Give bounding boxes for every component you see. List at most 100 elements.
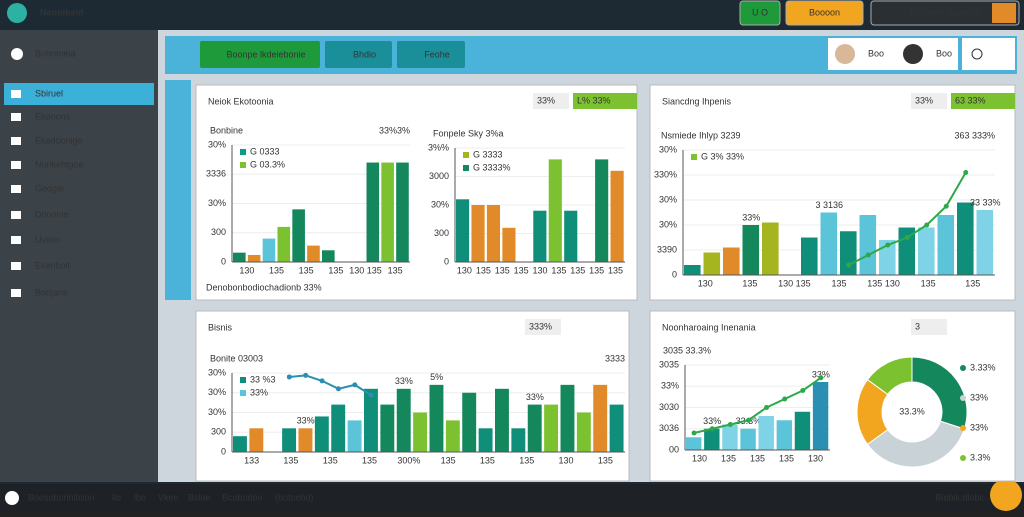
bar [610, 170, 624, 262]
x-tick-label: 300% [397, 455, 420, 465]
panel-title: Bisnis [208, 322, 233, 332]
x-tick-label: 135 [750, 453, 765, 463]
footer-link[interactable]: Bsioe [188, 492, 211, 502]
footer-link[interactable]: lio [112, 492, 121, 502]
bar [502, 227, 516, 262]
legend-label: G 03.3% [250, 159, 285, 169]
y-tick-label: 0 [672, 269, 677, 279]
user-label: Boo [868, 48, 884, 58]
bar [722, 424, 738, 450]
header-icon [992, 3, 1016, 23]
user-label: Boo [936, 48, 952, 58]
sidebar [0, 30, 158, 482]
toolbar-button[interactable] [397, 41, 465, 68]
value-label: 5% [430, 372, 443, 382]
donut-label: 3.3% [970, 452, 991, 462]
header-button-label: Boooon [809, 7, 840, 17]
menu-item[interactable]: Ekonons [35, 111, 71, 121]
y-tick-label: 30% [659, 219, 677, 229]
bar [282, 428, 297, 452]
legend-dot [960, 365, 966, 371]
menu-icon [11, 211, 21, 219]
toolbar-button[interactable] [200, 41, 320, 68]
menu-item[interactable]: Godgie [35, 183, 64, 193]
x-tick-label: 135 [476, 265, 491, 275]
bar [723, 247, 740, 275]
y-tick-label: 30% [659, 194, 677, 204]
x-tick-label: 135 [570, 265, 585, 275]
bar [413, 412, 428, 452]
y-tick-label: 0 [221, 446, 226, 456]
y-tick-label: 300 [211, 427, 226, 437]
donut-slice [866, 420, 965, 468]
toolbar-button[interactable] [325, 41, 392, 68]
bar [511, 428, 526, 452]
menu-item[interactable]: Sbiruel [35, 88, 63, 98]
footer-link[interactable]: Vkeo [158, 492, 179, 502]
avatar [903, 44, 923, 64]
legend-swatch [463, 152, 469, 158]
y-tick-label: 3036 [659, 423, 679, 433]
menu-item[interactable]: Ekenboit [35, 260, 71, 270]
footer-link[interactable]: lbo [134, 492, 146, 502]
tag [525, 319, 561, 335]
menu-item[interactable]: Ekadoonige [35, 135, 83, 145]
menu-item[interactable]: Dooonie [35, 209, 69, 219]
legend-label: G 0333 [250, 146, 280, 156]
menu-item[interactable]: Nunkehtgoe [35, 159, 84, 169]
x-tick-label: 135 [328, 265, 343, 275]
logo [7, 3, 27, 23]
x-tick-label: 135 [514, 265, 529, 275]
header-button[interactable] [785, 0, 864, 26]
bar [322, 250, 335, 262]
footer [0, 484, 1024, 512]
bar [233, 252, 246, 262]
y-tick-label: 30% [208, 367, 226, 377]
y-tick-label: 3390 [657, 244, 677, 254]
bar [801, 237, 818, 275]
y-tick-label: 3030 [659, 402, 679, 412]
legend-label: 33 %3 [250, 374, 276, 384]
x-tick-label: 135 [299, 265, 314, 275]
legend-label: G 3333% [473, 162, 511, 172]
header-button[interactable] [739, 0, 781, 26]
line [693, 376, 822, 434]
y-tick-label: 0 [221, 256, 226, 266]
active-item[interactable] [4, 83, 154, 105]
tag-label: 333% [529, 321, 552, 331]
footer-link[interactable]: Bcobodoo [222, 492, 263, 502]
menu-item[interactable]: Bodjans [35, 287, 68, 297]
y-tick-label: 3000 [429, 171, 449, 181]
bar [820, 212, 838, 275]
x-tick-label: 135 [269, 265, 284, 275]
bar [548, 159, 562, 262]
legend-dot [960, 455, 966, 461]
bar [840, 231, 857, 275]
bar [684, 265, 701, 275]
footer-link[interactable]: (botoebd) [275, 492, 314, 502]
x-tick-label: 130 [559, 455, 574, 465]
menu-icon [11, 236, 21, 244]
y-tick-label: 30% [208, 387, 226, 397]
x-tick-label: 135 [779, 453, 794, 463]
footer-link[interactable]: Boosobonhibiion [28, 492, 95, 502]
x-tick-label: 135 [283, 455, 298, 465]
chart-title: Fonpele Sky 3%a [433, 128, 504, 138]
value-label: 33 33% [970, 197, 1001, 207]
fab[interactable] [990, 479, 1022, 511]
x-tick-label: 135 [388, 265, 403, 275]
x-tick-label: 135 [831, 278, 846, 288]
header-button[interactable] [870, 0, 1020, 26]
y-tick-label: 30% [208, 139, 226, 149]
donut-label: 33% [970, 422, 988, 432]
legend-label: 33% [250, 387, 268, 397]
menu-icon [11, 161, 21, 169]
bar [277, 226, 291, 262]
search-icon [971, 48, 983, 60]
menu-item[interactable]: Uvioin [35, 234, 60, 244]
bar [762, 222, 779, 275]
chart-note: 3333 [605, 353, 625, 363]
value-label: 33% [526, 392, 544, 402]
menu-icon [11, 113, 21, 121]
value-label: 3 3136 [815, 200, 843, 210]
